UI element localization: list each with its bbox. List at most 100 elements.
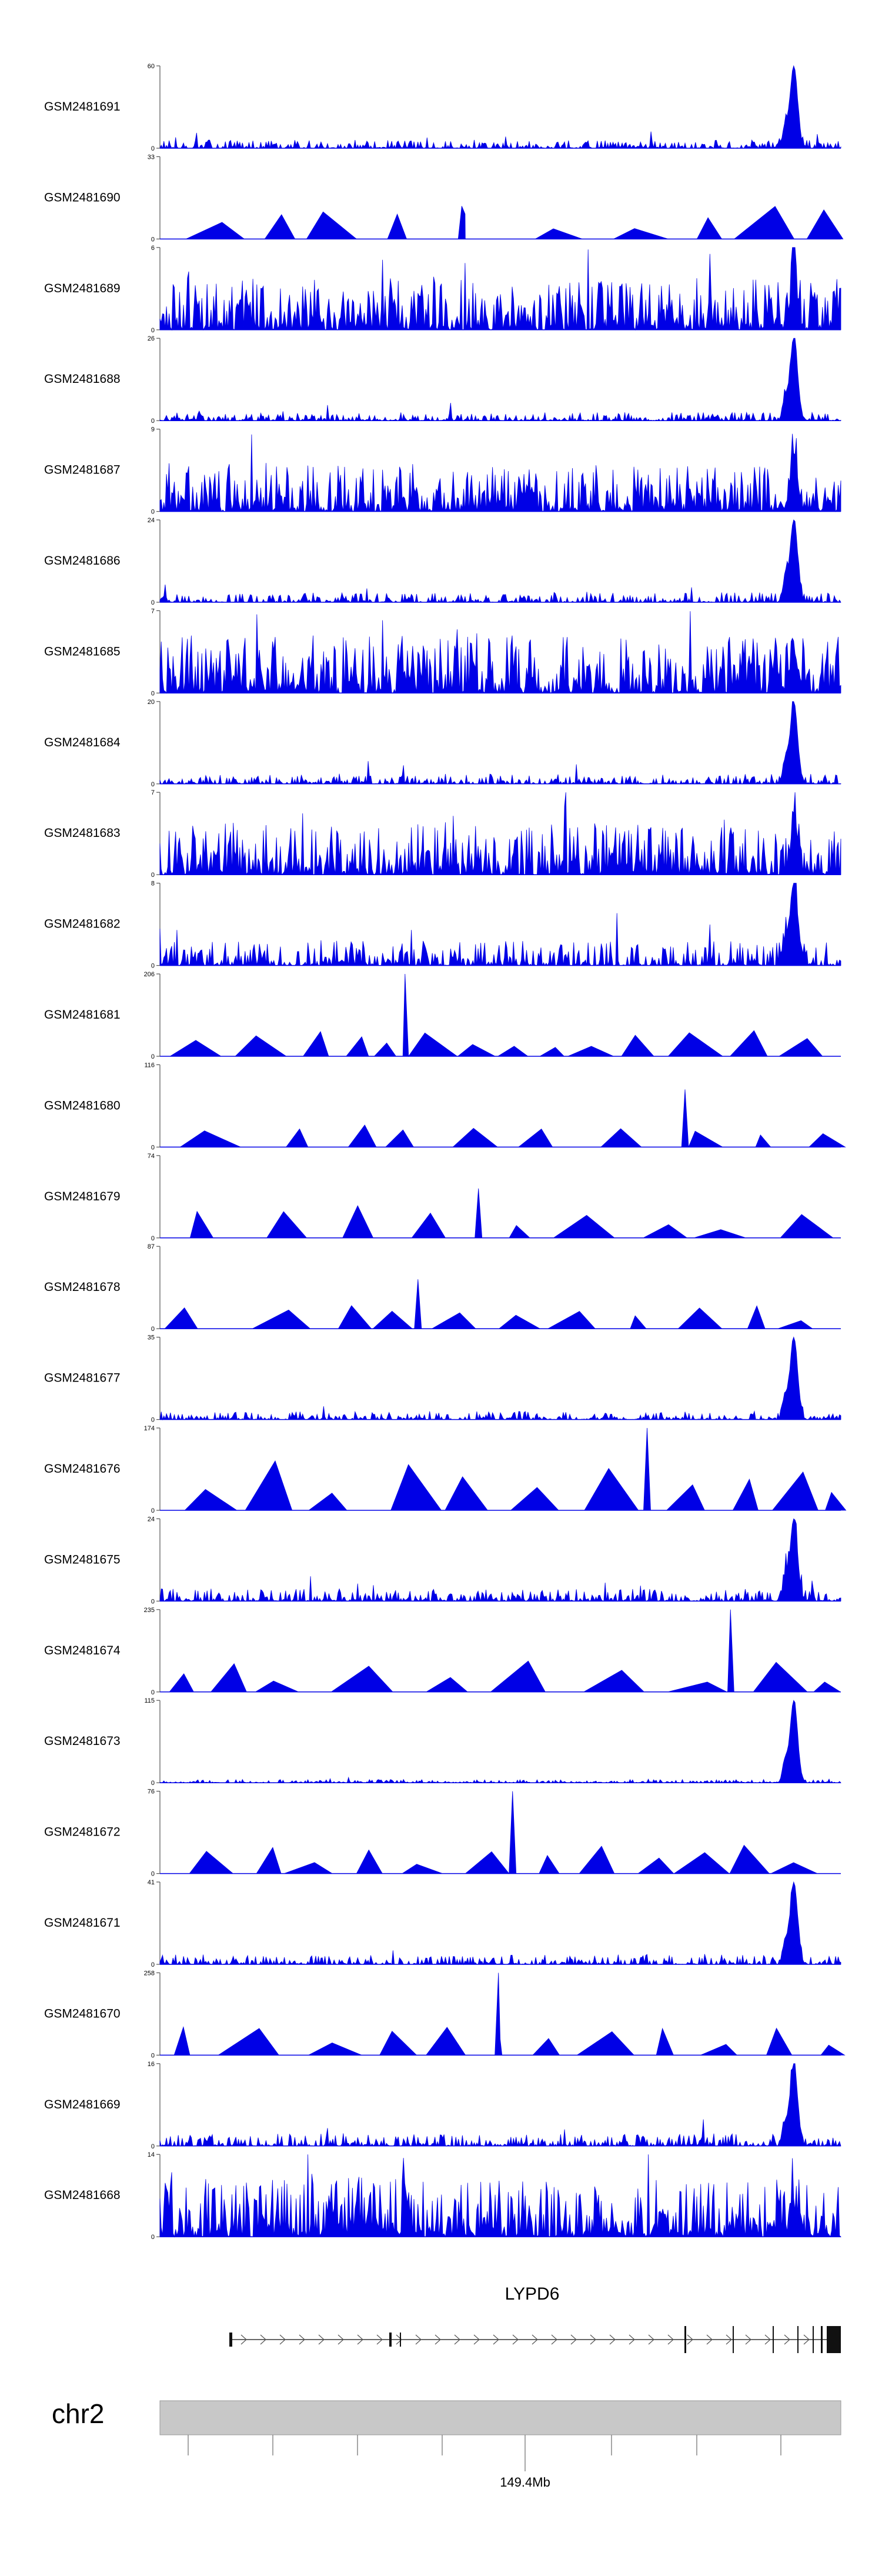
track-GSM2481684: GSM2481684 20 0 <box>44 699 841 788</box>
track-GSM2481687: GSM2481687 9 0 <box>44 426 841 516</box>
signal-area <box>160 206 844 239</box>
gene-label: LYPD6 <box>505 2284 560 2304</box>
y-min-label: 0 <box>151 872 155 879</box>
track-label: GSM2481676 <box>44 1462 121 1476</box>
track-GSM2481668: GSM2481668 14 0 <box>44 2151 842 2241</box>
track-GSM2481690: GSM2481690 33 0 <box>44 154 844 243</box>
y-min-label: 0 <box>151 781 155 788</box>
track-label: GSM2481690 <box>44 191 121 204</box>
gene-exon <box>229 2333 232 2347</box>
track-GSM2481691: GSM2481691 60 0 <box>44 63 841 152</box>
track-GSM2481669: GSM2481669 16 0 <box>44 2061 841 2150</box>
track-label: GSM2481688 <box>44 372 121 386</box>
y-max-label: 116 <box>144 1062 155 1069</box>
y-max-label: 258 <box>144 1970 155 1977</box>
y-min-label: 0 <box>151 236 155 243</box>
y-min-label: 0 <box>151 1144 155 1151</box>
signal-tracks: GSM2481691600GSM2481690330GSM248168960GS… <box>44 63 847 2241</box>
y-min-label: 0 <box>151 2143 155 2150</box>
y-min-label: 0 <box>151 1961 155 1968</box>
strand-arrow <box>376 2334 383 2345</box>
strand-arrow <box>435 2334 441 2345</box>
track-label: GSM2481675 <box>44 1553 121 1566</box>
signal-area <box>159 1700 841 1784</box>
track-GSM2481680: GSM2481680 116 0 <box>44 1062 846 1151</box>
gene-exon <box>797 2326 799 2353</box>
strand-arrow <box>784 2334 790 2345</box>
y-min-label: 0 <box>151 1053 155 1060</box>
y-max-label: 76 <box>148 1788 155 1796</box>
gene-track: LYPD6 <box>229 2284 841 2353</box>
y-max-label: 35 <box>148 1334 155 1342</box>
strand-arrow <box>667 2334 674 2345</box>
y-max-label: 60 <box>148 63 155 70</box>
track-GSM2481677: GSM2481677 35 0 <box>44 1334 841 1424</box>
track-GSM2481679: GSM2481679 74 0 <box>44 1153 841 1242</box>
y-max-label: 20 <box>148 699 155 706</box>
track-label: GSM2481686 <box>44 554 121 568</box>
y-min-label: 0 <box>151 1507 155 1514</box>
y-min-label: 0 <box>151 2052 155 2059</box>
track-GSM2481672: GSM2481672 76 0 <box>44 1788 841 1878</box>
signal-area <box>159 611 841 694</box>
chromosome-axis: chr2 149.4Mb <box>52 2398 841 2490</box>
y-max-label: 33 <box>148 154 155 161</box>
signal-area <box>159 247 841 331</box>
track-label: GSM2481680 <box>44 1099 121 1112</box>
track-label: GSM2481691 <box>44 100 121 114</box>
track-GSM2481676: GSM2481676 174 0 <box>44 1425 847 1514</box>
coordinate-tick-label: 149.4Mb <box>500 2475 550 2490</box>
strand-arrow <box>240 2334 247 2345</box>
gene-exon <box>389 2333 392 2347</box>
strand-arrow <box>551 2334 557 2345</box>
chromosome-label: chr2 <box>52 2398 104 2429</box>
y-max-label: 7 <box>151 789 155 796</box>
gene-exon <box>813 2326 814 2353</box>
track-label: GSM2481681 <box>44 1008 121 1022</box>
track-GSM2481674: GSM2481674 235 0 <box>44 1607 841 1696</box>
track-GSM2481670: GSM2481670 258 0 <box>44 1970 846 2059</box>
y-max-label: 9 <box>151 426 155 433</box>
strand-arrow <box>706 2334 713 2345</box>
track-label: GSM2481687 <box>44 463 121 477</box>
signal-area <box>160 1973 846 2056</box>
y-min-label: 0 <box>151 2234 155 2241</box>
chromosome-bar <box>159 2400 841 2435</box>
signal-area <box>160 1427 847 1511</box>
track-label: GSM2481683 <box>44 826 121 840</box>
y-max-label: 16 <box>148 2061 155 2068</box>
signal-area <box>159 2154 842 2238</box>
y-min-label: 0 <box>151 963 155 970</box>
gene-exon <box>773 2326 774 2353</box>
gene-exon <box>733 2326 734 2353</box>
strand-arrow <box>764 2334 771 2345</box>
strand-arrow <box>745 2334 751 2345</box>
y-min-label: 0 <box>151 1417 155 1424</box>
signal-area <box>160 1791 841 1874</box>
strand-arrow <box>648 2334 654 2345</box>
y-min-label: 0 <box>151 1689 155 1696</box>
track-label: GSM2481689 <box>44 282 121 295</box>
strand-arrow <box>279 2334 286 2345</box>
y-min-label: 0 <box>151 690 155 697</box>
track-GSM2481689: GSM2481689 6 0 <box>44 245 841 334</box>
y-max-label: 206 <box>144 971 155 978</box>
strand-arrow <box>803 2334 810 2345</box>
gene-exon <box>400 2333 401 2347</box>
y-min-label: 0 <box>151 327 155 334</box>
y-max-label: 8 <box>151 880 155 887</box>
track-label: GSM2481669 <box>44 2098 121 2111</box>
track-label: GSM2481672 <box>44 1826 121 1839</box>
track-label: GSM2481682 <box>44 917 121 931</box>
strand-arrow <box>473 2334 480 2345</box>
y-max-label: 41 <box>148 1879 155 1886</box>
track-GSM2481683: GSM2481683 7 0 <box>44 789 841 879</box>
strand-arrow <box>396 2334 402 2345</box>
signal-area <box>159 1881 841 1966</box>
y-min-label: 0 <box>151 509 155 516</box>
track-GSM2481675: GSM2481675 24 0 <box>44 1516 841 1605</box>
strand-arrow <box>357 2334 363 2345</box>
y-min-label: 0 <box>151 1871 155 1878</box>
y-min-label: 0 <box>151 1235 155 1242</box>
signal-area <box>160 1188 841 1239</box>
